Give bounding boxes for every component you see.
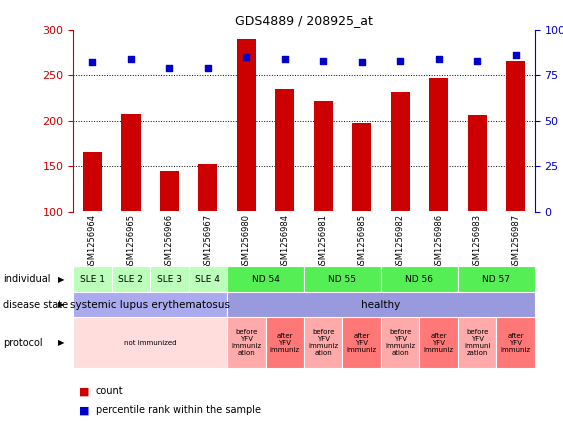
Bar <box>467 115 487 212</box>
Point <box>357 59 366 66</box>
Bar <box>429 78 448 212</box>
Bar <box>381 266 458 292</box>
Bar <box>73 292 227 317</box>
Text: after
YFV
immuniz: after YFV immuniz <box>501 332 531 353</box>
Bar <box>266 317 304 368</box>
Text: SLE 1: SLE 1 <box>80 275 105 284</box>
Text: SLE 2: SLE 2 <box>118 275 144 284</box>
Point <box>434 55 443 62</box>
Bar <box>352 123 372 212</box>
Text: ND 56: ND 56 <box>405 275 434 284</box>
Text: count: count <box>96 386 123 396</box>
Point <box>203 64 212 71</box>
Bar <box>458 266 535 292</box>
Bar <box>304 266 381 292</box>
Bar <box>83 152 102 212</box>
Text: before
YFV
immuniz
ation: before YFV immuniz ation <box>385 329 415 356</box>
Text: after
YFV
immuniz: after YFV immuniz <box>270 332 300 353</box>
Text: SLE 3: SLE 3 <box>157 275 182 284</box>
Text: ▶: ▶ <box>58 275 65 284</box>
Bar <box>160 171 179 212</box>
Bar <box>458 317 497 368</box>
Point <box>242 54 251 60</box>
Bar <box>227 292 535 317</box>
Point <box>88 59 97 66</box>
Point <box>396 57 405 64</box>
Text: healthy: healthy <box>361 299 401 310</box>
Text: after
YFV
immuniz: after YFV immuniz <box>347 332 377 353</box>
Bar <box>111 266 150 292</box>
Bar <box>314 101 333 212</box>
Bar <box>391 92 410 212</box>
Point <box>280 55 289 62</box>
Bar <box>227 266 304 292</box>
Text: ■: ■ <box>79 386 90 396</box>
Text: systemic lupus erythematosus: systemic lupus erythematosus <box>70 299 230 310</box>
Bar <box>121 114 141 212</box>
Text: before
YFV
immuni
zation: before YFV immuni zation <box>464 329 490 356</box>
Bar <box>189 266 227 292</box>
Bar <box>73 266 111 292</box>
Text: ND 55: ND 55 <box>328 275 356 284</box>
Text: after
YFV
immuniz: after YFV immuniz <box>423 332 454 353</box>
Text: protocol: protocol <box>3 338 42 348</box>
Text: individual: individual <box>3 274 50 284</box>
Point <box>319 57 328 64</box>
Text: before
YFV
immuniz
ation: before YFV immuniz ation <box>308 329 338 356</box>
Text: ▶: ▶ <box>58 300 65 309</box>
Bar <box>227 317 266 368</box>
Title: GDS4889 / 208925_at: GDS4889 / 208925_at <box>235 14 373 27</box>
Point <box>511 52 520 58</box>
Text: before
YFV
immuniz
ation: before YFV immuniz ation <box>231 329 261 356</box>
Text: percentile rank within the sample: percentile rank within the sample <box>96 405 261 415</box>
Bar <box>419 317 458 368</box>
Point <box>473 57 482 64</box>
Bar <box>381 317 419 368</box>
Bar <box>497 317 535 368</box>
Text: ■: ■ <box>79 405 90 415</box>
Text: ND 54: ND 54 <box>252 275 279 284</box>
Text: ND 57: ND 57 <box>482 275 511 284</box>
Bar <box>304 317 342 368</box>
Text: disease state: disease state <box>3 299 68 310</box>
Bar <box>150 266 189 292</box>
Bar <box>342 317 381 368</box>
Bar <box>73 317 227 368</box>
Text: ▶: ▶ <box>58 338 65 347</box>
Text: SLE 4: SLE 4 <box>195 275 220 284</box>
Bar <box>506 60 525 212</box>
Bar <box>275 89 294 212</box>
Bar <box>198 164 217 212</box>
Point <box>165 64 174 71</box>
Text: not immunized: not immunized <box>124 340 176 346</box>
Point <box>126 55 135 62</box>
Bar <box>236 39 256 212</box>
